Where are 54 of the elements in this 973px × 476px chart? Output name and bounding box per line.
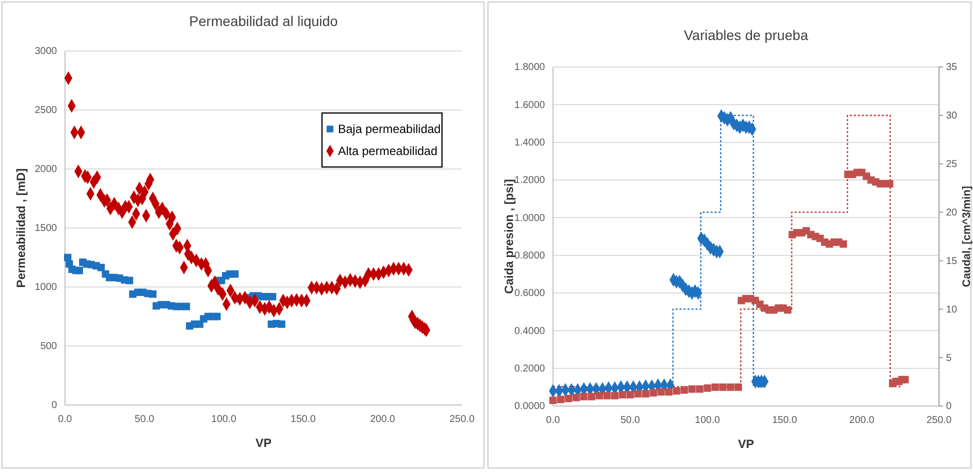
y-tick-label: 0.4000	[514, 326, 546, 337]
y2-tick-label: 30	[946, 110, 958, 122]
y-tick-label: 0.8000	[514, 250, 546, 262]
chart-title: Variables de prueba	[684, 27, 808, 43]
y2-tick-label: 5	[946, 352, 952, 364]
y2-tick-label: 15	[946, 256, 958, 267]
x-tick-label: 150.0	[290, 414, 316, 426]
x-tick-label: 0.0	[58, 414, 72, 426]
point	[268, 292, 276, 300]
point	[182, 302, 190, 310]
x-axis-title: VP	[255, 436, 272, 450]
y-tick-label: 1.4000	[514, 138, 546, 149]
y2-tick-label: 35	[946, 62, 958, 74]
y-tick-label: 0.2000	[514, 364, 546, 375]
y2-tick-label: 20	[946, 207, 958, 218]
y-tick-label: 2500	[34, 105, 58, 116]
point	[278, 320, 286, 328]
x-tick-label: 100.0	[694, 415, 720, 426]
point	[64, 254, 72, 262]
x-tick-label: 250.0	[926, 415, 952, 426]
x-axis-title: VP	[738, 437, 754, 451]
x-tick-label: 150.0	[772, 415, 798, 426]
x-tick-label: 50.0	[620, 415, 640, 426]
y2-axis-title: Caudal, [cm^3/min]	[961, 186, 973, 288]
point	[76, 266, 83, 274]
y2-tick-label: 10	[946, 304, 958, 316]
y-tick-label: 0	[51, 400, 58, 412]
y-tick-label: 1.2000	[514, 175, 546, 186]
y-tick-label: 1.0000	[514, 212, 546, 224]
y-tick-label: 500	[40, 341, 58, 352]
x-tick-label: 200.0	[370, 414, 396, 426]
legend-label: Alta permeabilidad	[338, 144, 438, 158]
x-tick-label: 100.0	[211, 414, 237, 426]
point	[231, 270, 239, 278]
legend-label: Baja permeabilidad	[338, 122, 441, 136]
y-tick-label: 0.0000	[514, 401, 546, 412]
chart-title: Permeabilidad al liquido	[189, 13, 338, 29]
y2-tick-label: 25	[946, 159, 958, 170]
y-axis-title: Permeabilidad , [mD]	[14, 168, 28, 288]
y-axis-title: Caida presion , [psi]	[502, 179, 516, 294]
x-tick-label: 50.0	[134, 414, 155, 426]
point	[97, 264, 105, 272]
y-tick-label: 2000	[34, 164, 58, 176]
point	[149, 290, 157, 298]
y-tick-label: 1000	[34, 282, 58, 294]
y-tick-label: 3000	[34, 46, 58, 58]
y-tick-label: 1.8000	[514, 62, 546, 74]
y-tick-label: 0.6000	[514, 288, 546, 300]
x-tick-label: 250.0	[449, 414, 475, 426]
y2-tick-label: 0	[946, 401, 952, 412]
y-tick-label: 1.6000	[514, 100, 546, 111]
x-tick-label: 0.0	[546, 415, 560, 426]
y-tick-label: 1500	[34, 223, 58, 234]
x-tick-label: 200.0	[849, 415, 875, 426]
